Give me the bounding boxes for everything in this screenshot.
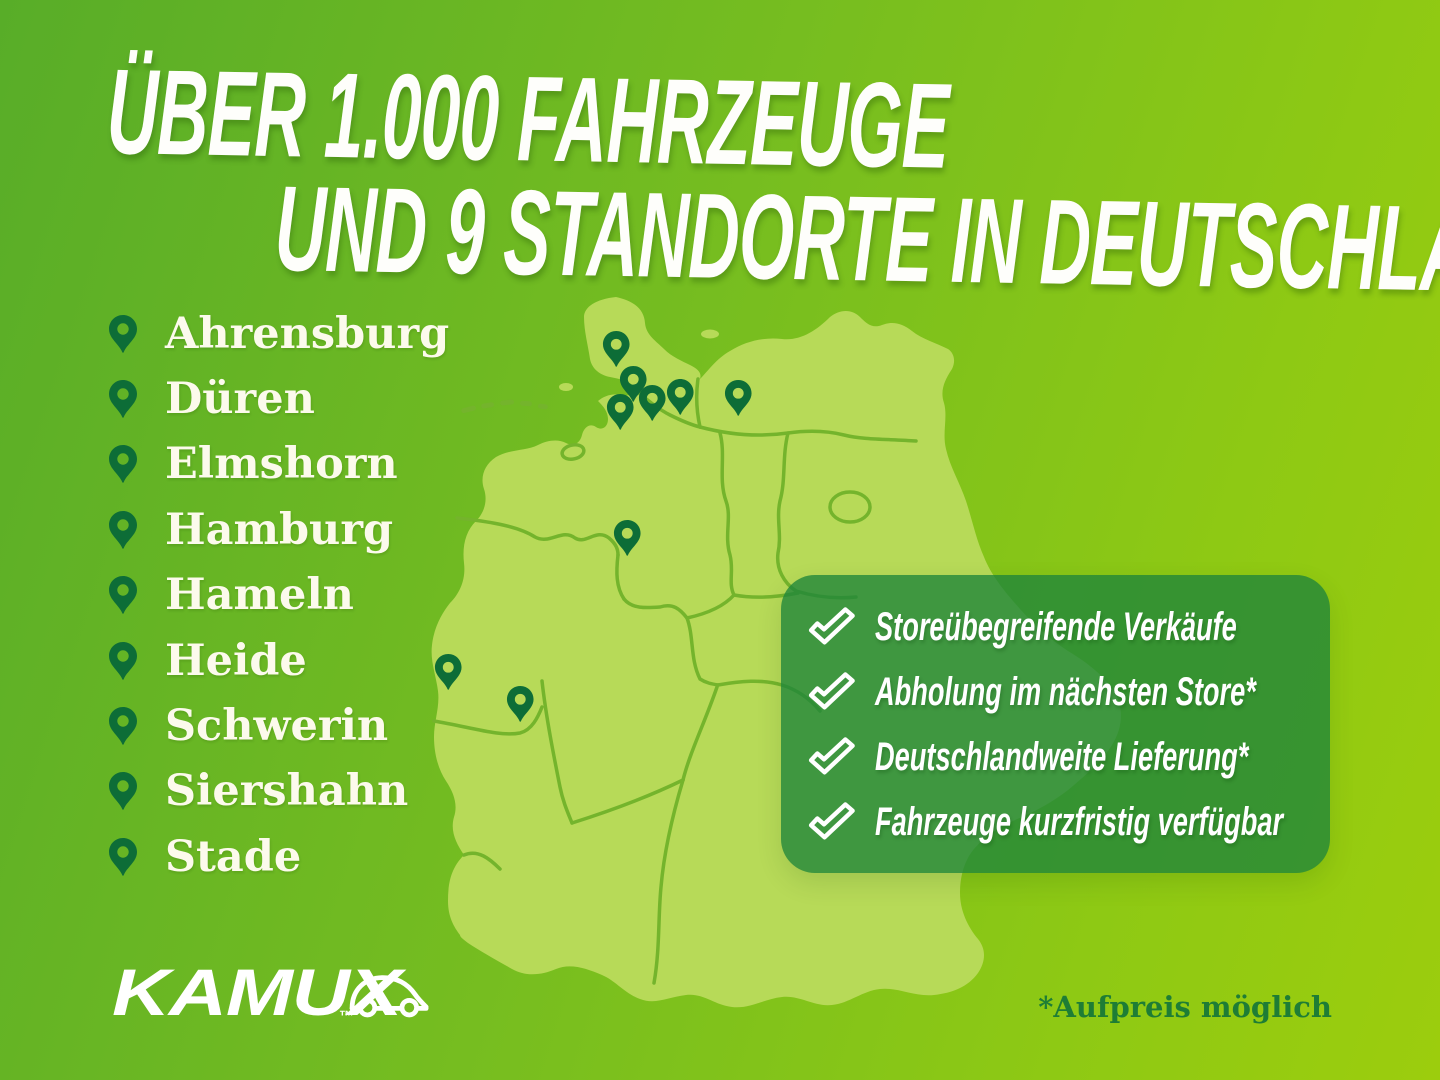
location-label: Heide	[165, 635, 307, 686]
location-item: Elmshorn	[108, 432, 449, 497]
benefit-label: Deutschlandweite Lieferung*	[875, 735, 1249, 779]
benefit-item: Storeübegreifende Verkäufe	[781, 595, 1330, 660]
headline: ÜBER 1.000 FAHRZEUGE UND 9 STANDORTE IN …	[104, 43, 1440, 324]
location-label: Ahrensburg	[165, 308, 450, 359]
location-label: Hamburg	[165, 504, 394, 555]
benefit-item: Fahrzeuge kurzfristig verfügbar	[781, 790, 1330, 855]
location-label: Siershahn	[165, 766, 409, 817]
location-label: Stade	[165, 831, 302, 882]
double-check-icon	[806, 671, 857, 714]
location-item: Heide	[108, 628, 449, 693]
location-pin-icon	[108, 379, 138, 419]
benefit-label: Abholung im nächsten Store*	[875, 670, 1256, 714]
benefit-item: Deutschlandweite Lieferung*	[781, 725, 1330, 790]
location-item: Ahrensburg	[108, 301, 449, 366]
location-item: Düren	[108, 366, 449, 431]
location-pin-icon	[108, 771, 138, 811]
double-check-icon	[806, 736, 857, 779]
location-label: Schwerin	[165, 701, 389, 752]
location-item: Hamburg	[108, 497, 449, 562]
benefit-item: Abholung im nächsten Store*	[781, 660, 1330, 725]
location-item: Siershahn	[108, 759, 449, 824]
islands-dark	[461, 399, 548, 414]
location-pin-icon	[108, 510, 138, 550]
location-pin-icon	[108, 444, 138, 484]
location-pin-icon	[108, 641, 138, 681]
location-item: Schwerin	[108, 693, 449, 758]
location-item: Stade	[108, 824, 449, 889]
benefit-label: Fahrzeuge kurzfristig verfügbar	[875, 800, 1284, 844]
price-footnote: *Aufpreis möglich	[1038, 990, 1332, 1024]
location-pin-icon	[108, 314, 138, 354]
berlin-outline	[828, 490, 872, 524]
locations-list: Ahrensburg Düren Elmshorn Hamburg Hameln…	[108, 301, 449, 890]
lake-outline	[560, 443, 586, 461]
location-item: Hameln	[108, 563, 449, 628]
location-label: Düren	[165, 374, 315, 425]
location-label: Hameln	[165, 570, 354, 621]
islands-light	[559, 329, 719, 391]
location-pin-icon	[108, 837, 138, 877]
brand-trademark: ™	[339, 1008, 354, 1025]
double-check-icon	[806, 801, 857, 844]
location-label: Elmshorn	[165, 439, 398, 490]
double-check-icon	[806, 606, 857, 649]
benefit-label: Storeübegreifende Verkäufe	[875, 605, 1237, 649]
location-pin-icon	[108, 575, 138, 615]
car-outline-icon	[349, 975, 429, 1018]
location-pin-icon	[108, 706, 138, 746]
benefits-panel: Storeübegreifende Verkäufe Abholung im n…	[781, 575, 1330, 873]
